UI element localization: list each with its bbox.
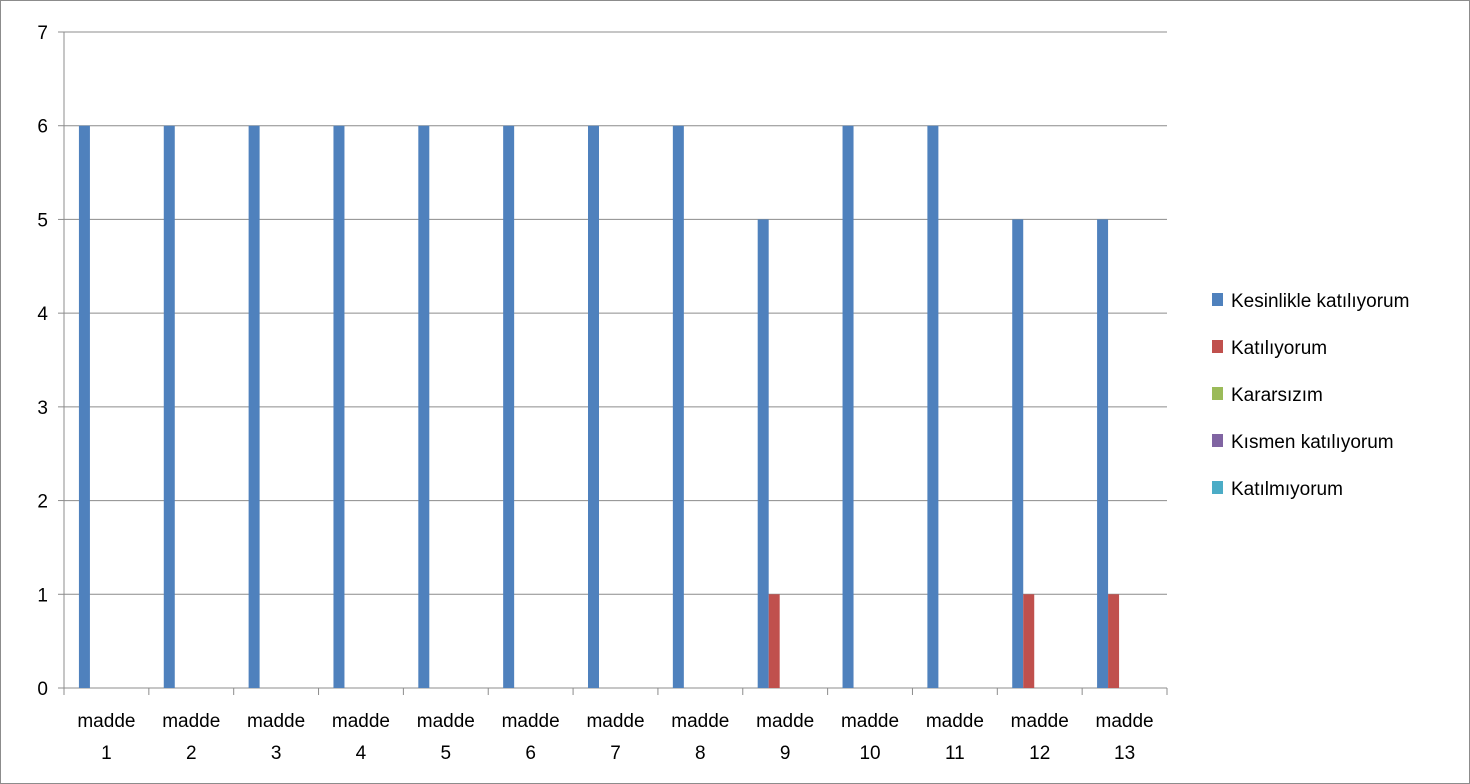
x-tick-label: 2 — [186, 743, 197, 764]
x-tick-label: madde — [417, 711, 475, 732]
x-tick-label: 11 — [945, 743, 965, 764]
x-tick-label: madde — [1011, 711, 1069, 732]
bar — [418, 125, 430, 688]
bar — [757, 219, 769, 688]
bar — [768, 594, 780, 688]
y-tick-label: 5 — [37, 210, 48, 231]
x-tick-label: 4 — [356, 743, 367, 764]
legend-label: Katılıyorum — [1231, 338, 1327, 359]
x-tick-label: madde — [162, 711, 220, 732]
bar — [333, 125, 345, 688]
bar — [503, 125, 515, 688]
legend-label: Kararsızım — [1231, 385, 1323, 406]
legend-label: Kısmen katılıyorum — [1231, 432, 1394, 453]
x-tick-label: 10 — [859, 743, 880, 764]
x-tick-label: 12 — [1029, 743, 1050, 764]
y-tick-label: 3 — [37, 398, 48, 419]
legend-swatch — [1212, 340, 1223, 353]
bar — [842, 125, 854, 688]
y-tick-label: 6 — [37, 117, 48, 138]
x-tick-label: madde — [756, 711, 814, 732]
legend-swatch — [1212, 293, 1223, 306]
y-tick-label: 2 — [37, 492, 48, 513]
x-tick-label: 5 — [441, 743, 452, 764]
bar — [1108, 594, 1120, 688]
y-tick-label: 0 — [37, 679, 48, 700]
x-tick-label: 13 — [1114, 743, 1135, 764]
bar — [672, 125, 684, 688]
x-tick-label: 8 — [695, 743, 706, 764]
bar — [1097, 219, 1109, 688]
x-tick-label: 6 — [525, 743, 536, 764]
x-tick-label: madde — [77, 711, 135, 732]
x-tick-label: 7 — [610, 743, 621, 764]
bar — [248, 125, 260, 688]
y-tick-label: 4 — [37, 304, 48, 325]
x-tick-label: madde — [841, 711, 899, 732]
y-tick-label: 1 — [37, 585, 48, 606]
x-tick-label: madde — [247, 711, 305, 732]
x-tick-label: madde — [586, 711, 644, 732]
x-tick-label: madde — [1096, 711, 1154, 732]
x-tick-label: madde — [502, 711, 560, 732]
bar — [163, 125, 175, 688]
bar — [1023, 594, 1035, 688]
legend-swatch — [1212, 434, 1223, 447]
x-tick-label: madde — [671, 711, 729, 732]
x-tick-label: madde — [926, 711, 984, 732]
x-tick-label: madde — [332, 711, 390, 732]
legend-label: Kesinlikle katılıyorum — [1231, 291, 1409, 312]
x-tick-label: 9 — [780, 743, 791, 764]
bar — [78, 125, 90, 688]
bar — [1012, 219, 1024, 688]
x-tick-label: 3 — [271, 743, 282, 764]
legend-label: Katılmıyorum — [1231, 479, 1343, 500]
bar — [927, 125, 939, 688]
legend-swatch — [1212, 387, 1223, 400]
legend-swatch — [1212, 481, 1223, 494]
x-tick-label: 1 — [101, 743, 112, 764]
y-tick-label: 7 — [37, 23, 48, 44]
bar — [588, 125, 599, 688]
